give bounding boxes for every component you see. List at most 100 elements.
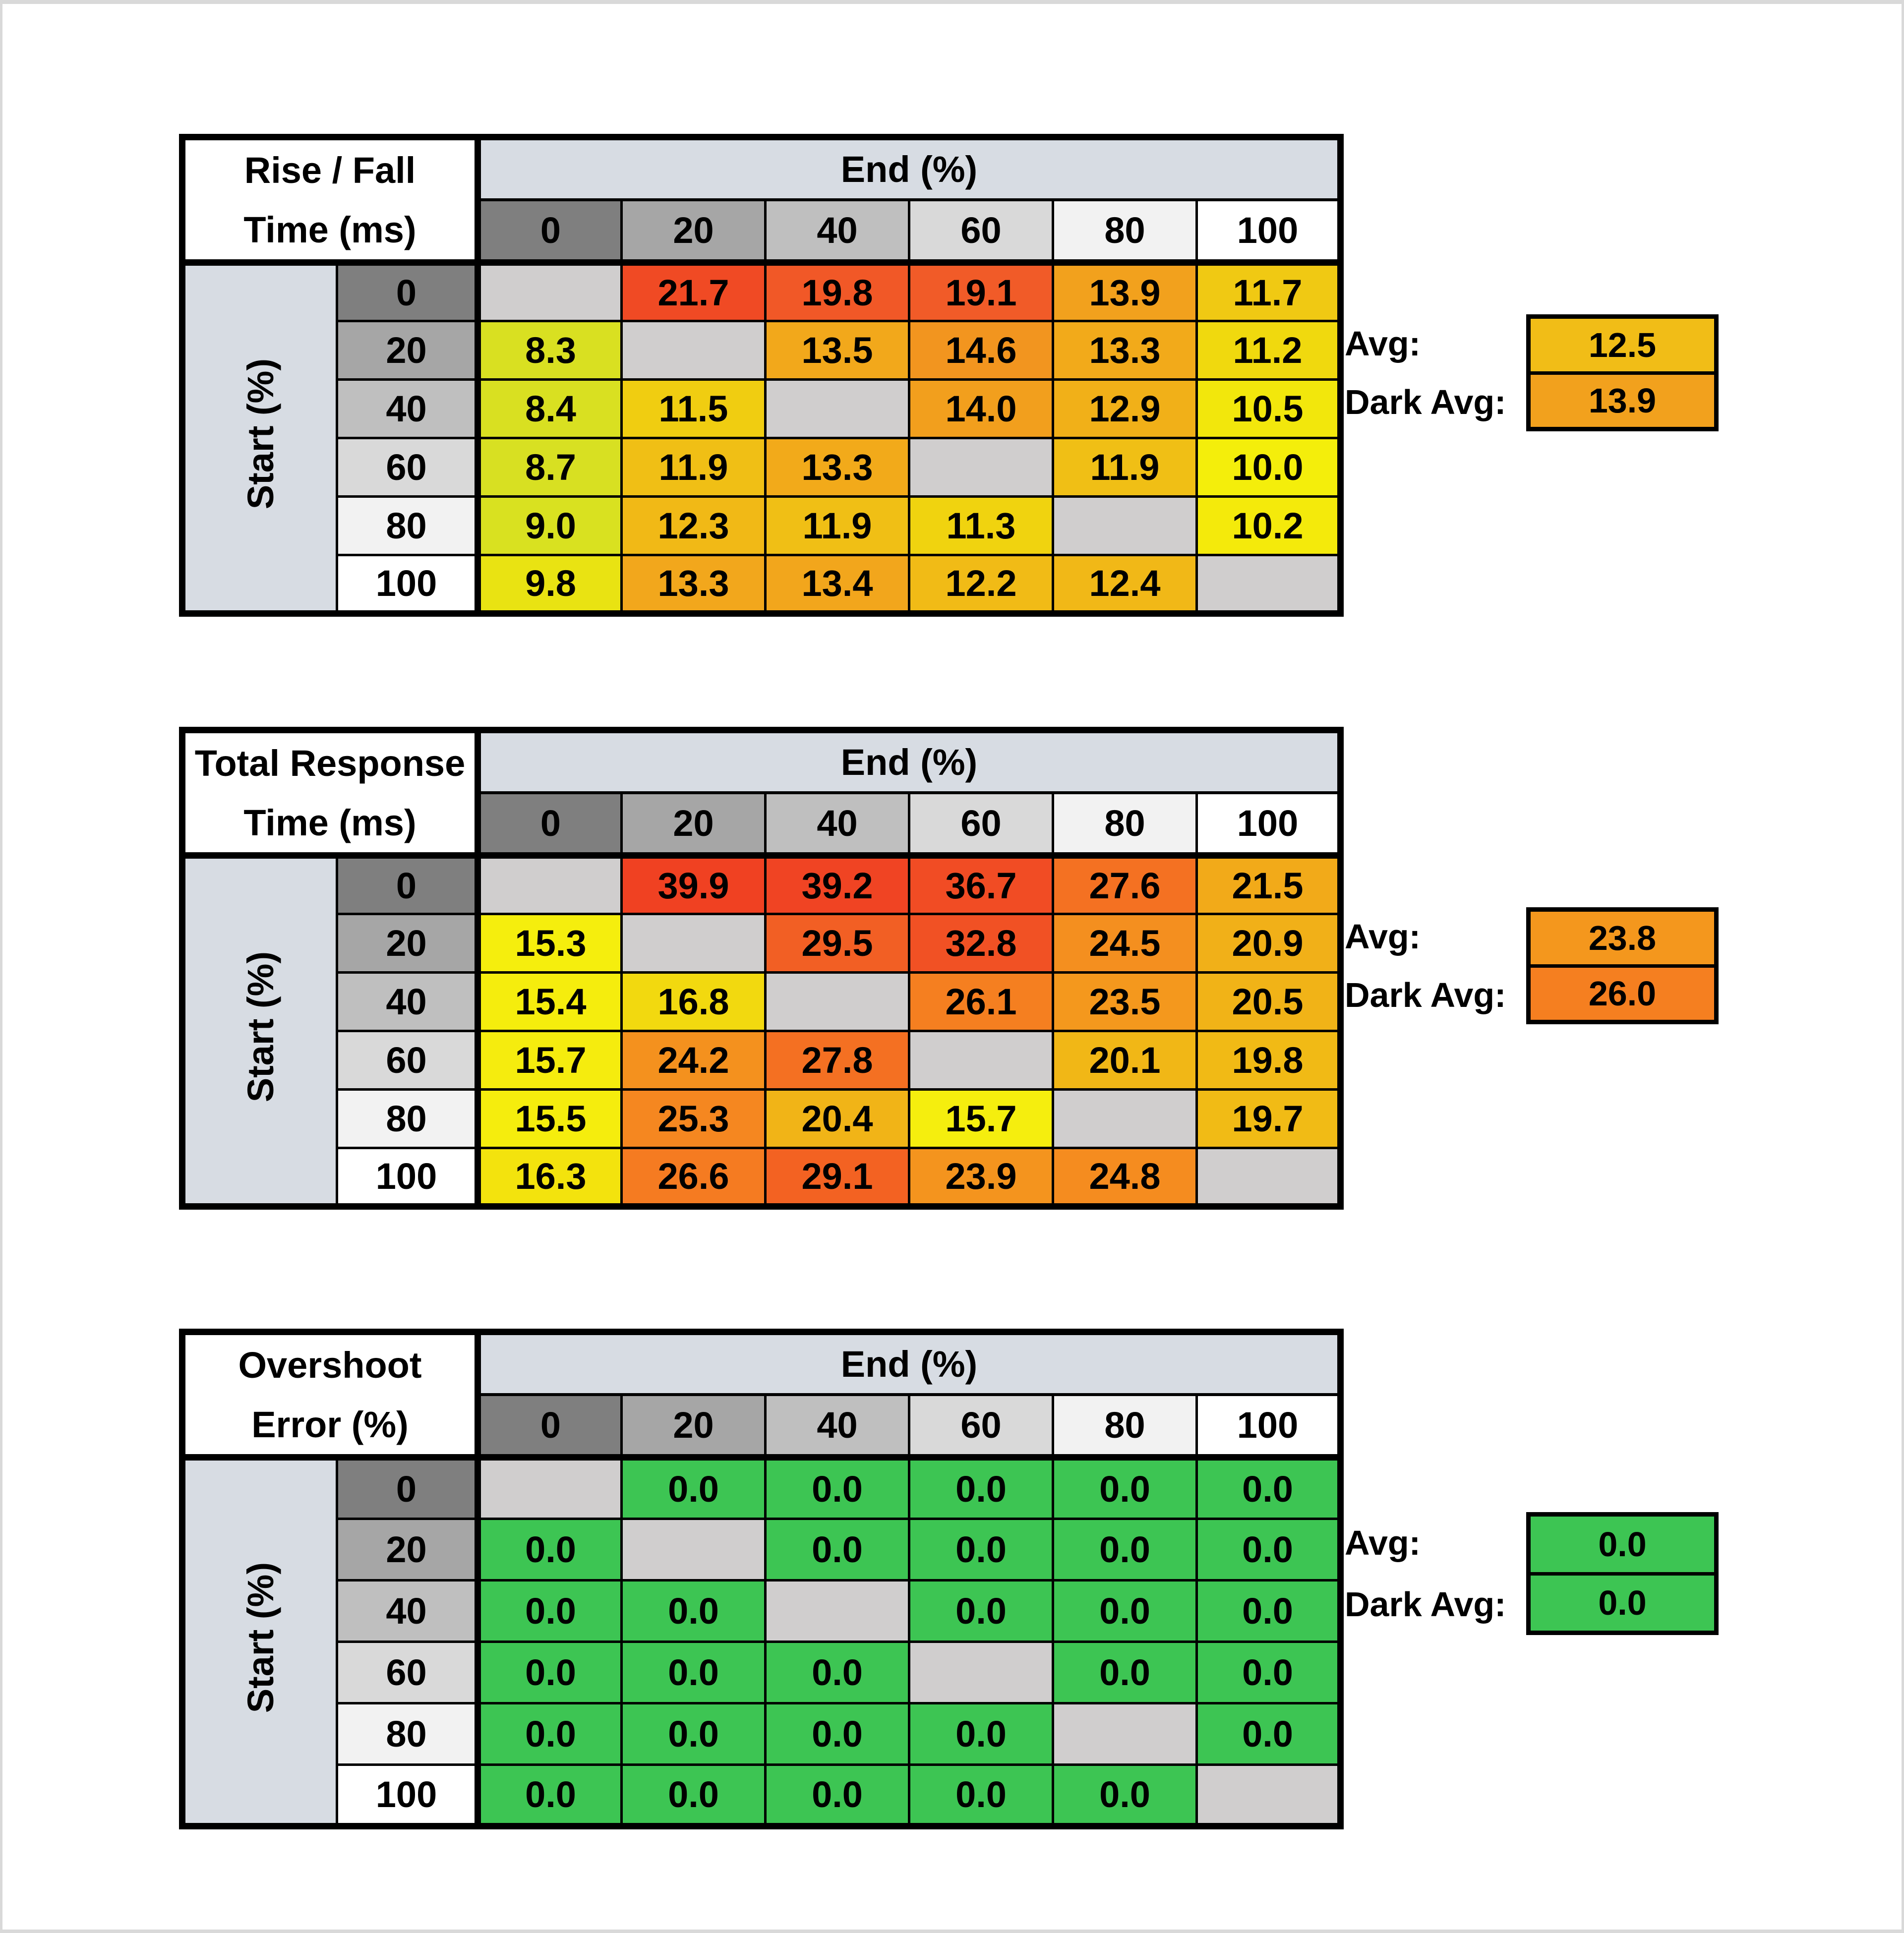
heatmap-cell: 13.4 (764, 554, 910, 615)
heatmap-cell-blank (1052, 1702, 1198, 1766)
heatmap-cell: 15.7 (908, 1088, 1054, 1149)
heatmap-cell: 11.5 (620, 378, 767, 439)
heatmap-cell: 13.3 (1052, 320, 1198, 381)
row-header-40: 40 (336, 378, 481, 439)
heatmap-cell: 0.0 (764, 1702, 910, 1766)
heatmap-cell: 0.0 (908, 1518, 1054, 1582)
heatmap-cell: 0.0 (1195, 1702, 1342, 1766)
page-frame-bottom (0, 1930, 1904, 1933)
column-header-0: 0 (476, 1393, 623, 1461)
column-header-20: 20 (620, 198, 767, 266)
start-axis-label: Start (%) (239, 1562, 281, 1713)
overshoot-error-title-line: Overshoot (238, 1344, 422, 1386)
heatmap-cell: 15.3 (476, 913, 623, 974)
dark-avg-value: 0.0 (1531, 1572, 1714, 1631)
heatmap-cell: 29.1 (764, 1147, 910, 1208)
avg-label: Avg: (1345, 917, 1421, 956)
overshoot-error-title-lines: Overshoot Error (%) (185, 1335, 472, 1451)
total-response-time-title-line: Total Response (194, 742, 466, 784)
heatmap-cell: 36.7 (908, 854, 1054, 915)
heatmap-cell: 0.0 (1052, 1456, 1198, 1520)
heatmap-cell: 21.7 (620, 261, 767, 322)
heatmap-cell: 13.3 (620, 554, 767, 615)
heatmap-cell-blank (908, 1030, 1054, 1091)
heatmap-cell: 12.3 (620, 495, 767, 556)
dark-avg-label: Dark Avg: (1345, 1585, 1506, 1624)
heatmap-cell: 15.7 (476, 1030, 623, 1091)
row-header-80: 80 (336, 495, 481, 556)
total-response-time-avg-labels: Avg: Dark Avg: (1345, 907, 1524, 1024)
total-response-time-title-line: Time (ms) (243, 802, 416, 843)
avg-value: 12.5 (1531, 319, 1714, 371)
heatmap-cell: 0.0 (1052, 1579, 1198, 1643)
heatmap-cell: 39.2 (764, 854, 910, 915)
rise-fall-time-title: Rise / Fall Time (ms) (181, 136, 481, 266)
end-axis-label: End (%) (476, 1331, 1342, 1396)
column-header-40: 40 (764, 198, 910, 266)
row-header-100: 100 (336, 1147, 481, 1208)
heatmap-cell: 21.5 (1195, 854, 1342, 915)
start-axis-label: Start (%) (239, 951, 281, 1103)
avg-value: 23.8 (1531, 912, 1714, 964)
heatmap-cell: 27.8 (764, 1030, 910, 1091)
heatmap-cell: 0.0 (908, 1579, 1054, 1643)
heatmap-cell: 14.6 (908, 320, 1054, 381)
heatmap-cell: 14.0 (908, 378, 1054, 439)
heatmap-cell: 0.0 (476, 1702, 623, 1766)
row-header-80: 80 (336, 1088, 481, 1149)
column-header-40: 40 (764, 1393, 910, 1461)
column-header-60: 60 (908, 1393, 1054, 1461)
heatmap-cell: 10.5 (1195, 378, 1342, 439)
row-header-80: 80 (336, 1702, 481, 1766)
row-header-20: 20 (336, 913, 481, 974)
rise-fall-time-avg-labels: Avg: Dark Avg: (1345, 314, 1524, 431)
rise-fall-time-title-lines: Rise / Fall Time (ms) (185, 140, 472, 256)
heatmap-cell-blank (1052, 1088, 1198, 1149)
row-header-60: 60 (336, 437, 481, 498)
heatmap-cell: 0.0 (476, 1763, 623, 1827)
column-header-100: 100 (1195, 791, 1342, 859)
heatmap-cell: 29.5 (764, 913, 910, 974)
heatmap-cell-blank (476, 261, 623, 322)
heatmap-cell: 15.4 (476, 971, 623, 1032)
total-response-time-table: Total Response Time (ms) End (%) 0 20 40 60 80 1… (179, 727, 1344, 1210)
column-header-0: 0 (476, 791, 623, 859)
overshoot-error-avg-labels: Avg: Dark Avg: (1345, 1512, 1524, 1635)
column-header-20: 20 (620, 1393, 767, 1461)
heatmap-cell-blank (1195, 1763, 1342, 1827)
total-response-time-title: Total Response Time (ms) (181, 729, 481, 859)
heatmap-cell: 16.8 (620, 971, 767, 1032)
avg-label: Avg: (1345, 324, 1421, 363)
page-frame-right (1902, 0, 1904, 1933)
row-header-0: 0 (336, 261, 481, 322)
heatmap-cell: 0.0 (1195, 1456, 1342, 1520)
dark-avg-value: 13.9 (1531, 371, 1714, 427)
heatmap-cell: 0.0 (764, 1640, 910, 1704)
row-header-40: 40 (336, 1579, 481, 1643)
heatmap-cell-blank (476, 1456, 623, 1520)
row-header-60: 60 (336, 1640, 481, 1704)
heatmap-cell: 25.3 (620, 1088, 767, 1149)
page-frame-top (0, 0, 1904, 4)
total-response-time-avg-box: 23.8 26.0 (1526, 907, 1719, 1024)
heatmap-cell: 24.2 (620, 1030, 767, 1091)
heatmap-cell: 16.3 (476, 1147, 623, 1208)
heatmap-cell: 11.2 (1195, 320, 1342, 381)
heatmap-cell-blank (764, 1579, 910, 1643)
heatmap-cell-blank (1195, 1147, 1342, 1208)
row-header-60: 60 (336, 1030, 481, 1091)
heatmap-cell: 19.8 (764, 261, 910, 322)
heatmap-cell: 11.3 (908, 495, 1054, 556)
heatmap-cell: 0.0 (908, 1702, 1054, 1766)
heatmap-cell: 0.0 (1195, 1640, 1342, 1704)
start-axis-label: Start (%) (239, 358, 281, 510)
row-header-0: 0 (336, 1456, 481, 1520)
heatmap-cell: 0.0 (620, 1456, 767, 1520)
column-header-40: 40 (764, 791, 910, 859)
heatmap-cell: 0.0 (620, 1763, 767, 1827)
heatmap-cell: 0.0 (1052, 1518, 1198, 1582)
rise-fall-time-title-line: Rise / Fall (244, 149, 416, 191)
overshoot-error-avg-box: 0.0 0.0 (1526, 1512, 1719, 1635)
heatmap-cell: 26.6 (620, 1147, 767, 1208)
row-header-0: 0 (336, 854, 481, 915)
